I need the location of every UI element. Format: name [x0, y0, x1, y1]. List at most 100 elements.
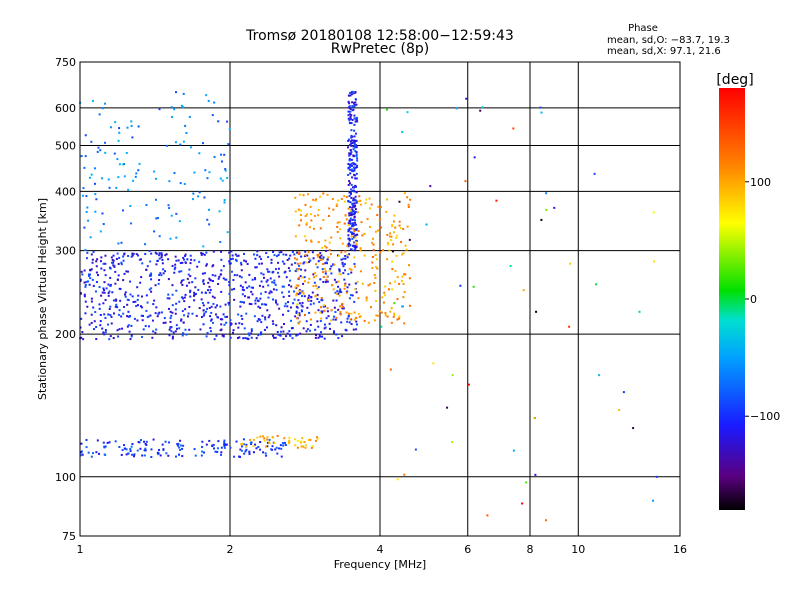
data-point: [349, 209, 352, 212]
data-point: [205, 335, 208, 338]
data-point: [117, 262, 120, 265]
data-point: [211, 295, 214, 298]
data-point: [203, 451, 206, 454]
data-point: [351, 202, 354, 205]
data-point: [351, 176, 354, 179]
data-point: [354, 120, 357, 123]
data-point: [139, 305, 142, 308]
data-point: [89, 277, 92, 280]
data-point: [331, 284, 334, 287]
data-point: [288, 436, 291, 439]
data-point: [344, 269, 347, 272]
data-point: [401, 305, 404, 308]
data-point: [399, 227, 402, 230]
data-point: [216, 450, 219, 453]
colorbar-tick-label: −100: [750, 410, 780, 423]
data-point: [118, 131, 121, 134]
data-point: [184, 308, 187, 311]
data-point: [304, 446, 307, 449]
data-point: [317, 260, 320, 263]
data-point: [150, 252, 153, 255]
data-point: [317, 325, 320, 328]
data-point: [223, 323, 226, 326]
data-point: [638, 310, 641, 313]
data-point: [304, 444, 307, 447]
data-point: [100, 256, 103, 259]
data-point: [300, 268, 303, 271]
data-point: [333, 306, 336, 309]
data-point: [297, 293, 300, 296]
data-point: [248, 285, 251, 288]
data-point: [353, 114, 356, 117]
data-point: [351, 237, 354, 240]
data-point: [298, 224, 301, 227]
data-point: [295, 334, 298, 337]
data-point: [310, 240, 313, 243]
data-point: [352, 227, 355, 230]
data-point: [303, 295, 306, 298]
data-point: [339, 290, 342, 293]
data-point: [266, 279, 269, 282]
data-point: [391, 260, 394, 263]
data-point: [109, 283, 112, 286]
data-point: [83, 166, 86, 169]
data-point: [288, 257, 291, 260]
data-point: [319, 306, 322, 309]
data-point: [347, 138, 350, 141]
data-point: [206, 177, 209, 180]
data-point: [302, 445, 305, 448]
data-point: [252, 286, 255, 289]
data-point: [525, 481, 528, 484]
data-point: [400, 279, 403, 282]
data-point: [334, 318, 337, 321]
data-point: [398, 220, 401, 223]
data-point: [306, 254, 309, 257]
data-point: [177, 259, 180, 262]
data-point: [336, 225, 339, 228]
data-point: [199, 328, 202, 331]
data-point: [336, 221, 339, 224]
data-point: [83, 269, 86, 272]
data-point: [321, 311, 324, 314]
data-point: [266, 309, 269, 312]
data-point: [206, 332, 209, 335]
data-point: [202, 304, 205, 307]
data-point: [321, 335, 324, 338]
data-point: [272, 270, 275, 273]
data-point: [103, 102, 106, 105]
data-point: [328, 241, 331, 244]
data-point: [248, 451, 251, 454]
data-point: [553, 206, 556, 209]
data-point: [351, 222, 354, 225]
data-point: [349, 231, 352, 234]
data-point: [144, 449, 147, 452]
data-point: [102, 441, 105, 444]
data-point: [202, 279, 205, 282]
data-point: [218, 275, 221, 278]
data-point: [193, 448, 196, 451]
data-point: [622, 391, 625, 394]
data-point: [266, 268, 269, 271]
data-point: [348, 165, 351, 168]
data-point: [250, 336, 253, 339]
data-point: [256, 436, 259, 439]
data-point: [250, 328, 253, 331]
data-point: [124, 291, 127, 294]
y-tick-label: 600: [55, 102, 76, 115]
data-point: [223, 153, 226, 156]
data-point: [222, 265, 225, 268]
data-point: [373, 274, 376, 277]
data-point: [205, 263, 208, 266]
data-point: [240, 443, 243, 446]
data-point: [252, 451, 255, 454]
data-point: [257, 299, 260, 302]
data-point: [285, 276, 288, 279]
data-point: [348, 214, 351, 217]
data-point: [251, 278, 254, 281]
data-point: [133, 453, 136, 456]
data-point: [347, 273, 350, 276]
data-point: [103, 281, 106, 284]
data-point: [92, 250, 95, 253]
data-point: [216, 447, 219, 450]
data-point: [129, 204, 132, 207]
